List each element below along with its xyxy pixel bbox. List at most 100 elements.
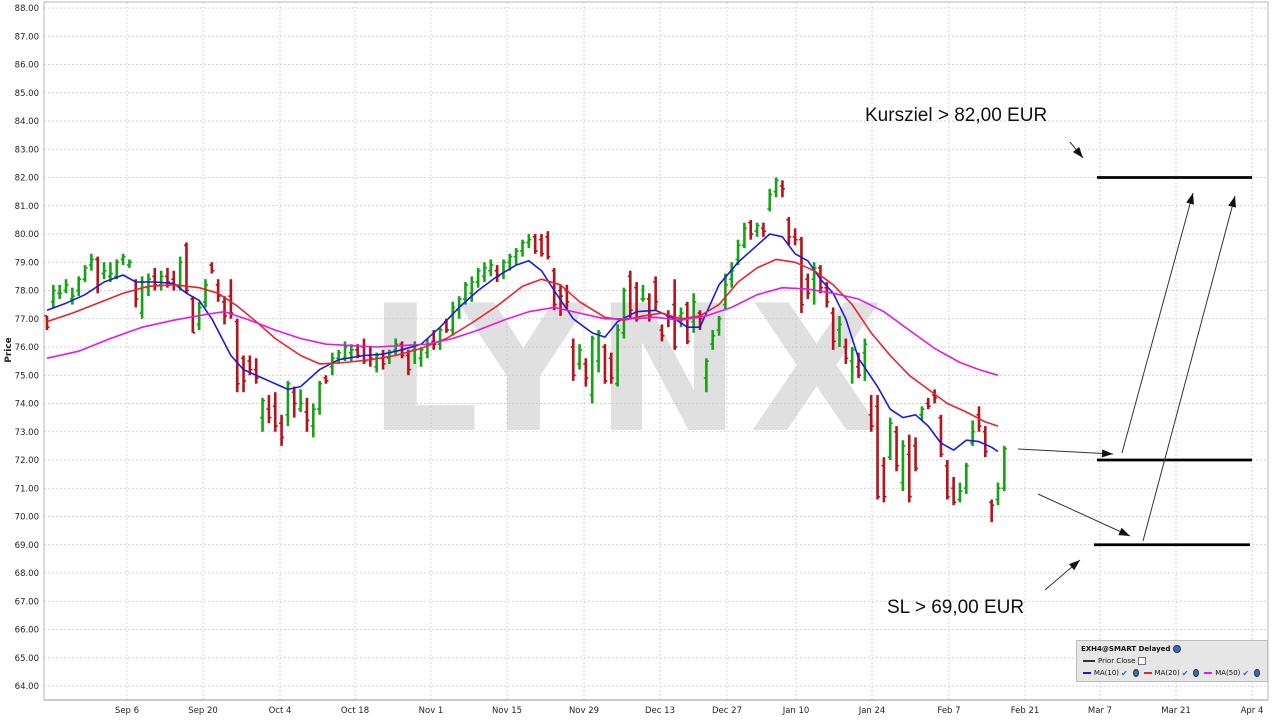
ohlc-bar (418, 347, 424, 367)
x-tick-label: Dec 27 (712, 706, 742, 716)
ohlc-bar (336, 349, 342, 364)
ohlc-bar (475, 267, 481, 288)
ohlc-bar (989, 499, 995, 523)
ohlc-bar (69, 287, 75, 305)
ohlc-bar (615, 324, 621, 387)
legend-title: EXH4@SMART Delayed (1081, 645, 1171, 653)
ohlc-bar (754, 222, 760, 237)
y-tick-label: 71.00 (15, 484, 39, 494)
x-tick-label: Mar 21 (1161, 706, 1191, 716)
stop-arrow (1044, 559, 1081, 591)
ohlc-bars (44, 177, 1007, 523)
y-tick-label: 88.00 (15, 4, 39, 14)
ohlc-bar (279, 414, 285, 446)
ohlc-bar (653, 276, 659, 311)
ohlc-bar (894, 426, 900, 472)
ohlc-bar (215, 279, 221, 302)
ohlc-bar (710, 330, 716, 350)
ohlc-bar (209, 262, 215, 274)
ma-line-ma20 (46, 258, 999, 427)
ohlc-bar (520, 239, 525, 257)
ma50-swatch (1204, 672, 1213, 674)
arrow-head (1186, 193, 1194, 205)
ohlc-bar (875, 395, 881, 500)
ohlc-bar (640, 284, 646, 302)
ohlc-bar (944, 460, 950, 500)
ohlc-bar (596, 330, 602, 373)
arrow-head (1228, 196, 1237, 208)
settings-icon[interactable] (1173, 645, 1182, 653)
ohlc-bar (608, 352, 614, 384)
ohlc-bar (393, 338, 399, 356)
ohlc-bar (716, 315, 722, 336)
ohlc-bar (951, 476, 957, 506)
ohlc-bar (735, 239, 741, 266)
ohlc-bar (703, 358, 709, 393)
ohlc-bar (241, 355, 247, 393)
ohlc-bar (691, 293, 697, 333)
y-axis-ticks: 88.00 87.00 86.00 85.00 84.00 83.00 82.00 81.00… (15, 4, 39, 692)
ohlc-bar (913, 437, 919, 472)
arrow-shaft (1037, 493, 1131, 537)
ohlc-bar (437, 327, 443, 350)
ohlc-bar (222, 296, 228, 325)
x-tick-label: Feb 7 (937, 706, 960, 716)
ohlc-bar (63, 279, 69, 294)
legend-ma20: MA(20) (1154, 669, 1180, 677)
ohlc-bar (684, 301, 690, 345)
ohlc-bar (887, 417, 893, 460)
y-tick-label: 78.00 (15, 287, 39, 297)
ma10-check-icon[interactable]: ✔ (1121, 668, 1128, 678)
ma50-check-icon[interactable]: ✔ (1242, 668, 1250, 678)
ohlc-bar (577, 344, 583, 370)
ohlc-bar (792, 228, 798, 246)
y-tick-label: 67.00 (15, 597, 39, 607)
ohlc-bar (843, 338, 849, 364)
ma20-settings-icon[interactable] (1193, 669, 1200, 677)
prior-close-checkbox[interactable] (1138, 657, 1147, 665)
ohlc-bar (932, 389, 938, 404)
prior-close-swatch (1083, 660, 1095, 662)
y-tick-label: 66.00 (15, 626, 39, 636)
ohlc-bar (253, 358, 259, 384)
ohlc-bar (957, 482, 963, 503)
ohlc-bar (773, 177, 779, 198)
ohlc-bar (741, 222, 747, 249)
ohlc-bar (488, 259, 494, 277)
ohlc-bar (310, 403, 316, 438)
stop-label: SL > 69,00 EUR (887, 597, 1024, 618)
y-tick-label: 82.00 (15, 174, 39, 184)
ohlc-bar (849, 347, 855, 384)
ohlc-bar (57, 284, 63, 299)
ma20-check-icon[interactable]: ✔ (1181, 668, 1189, 678)
y-tick-label: 79.00 (15, 258, 39, 268)
ohlc-bar (298, 389, 304, 412)
y-tick-label: 86.00 (15, 61, 39, 71)
ohlc-bar (906, 434, 912, 503)
ohlc-bar (450, 301, 456, 336)
arrow-shaft (1121, 192, 1194, 454)
y-tick-label: 77.00 (15, 315, 39, 325)
ohlc-bar (729, 262, 735, 288)
ma10-settings-icon[interactable] (1132, 669, 1139, 677)
x-tick-label: Apr 4 (1241, 706, 1264, 716)
ohlc-bar (374, 352, 380, 373)
up-arrow-1 (1121, 192, 1194, 454)
ohlc-bar (672, 279, 678, 350)
ohlc-bar (469, 276, 475, 302)
y-tick-label: 75.00 (15, 371, 39, 381)
y-tick-label: 87.00 (15, 32, 39, 42)
ohlc-bar (291, 386, 297, 418)
target-label: Kursziel > 82,00 EUR (865, 105, 1047, 126)
ma-line-ma50 (46, 286, 999, 377)
ohlc-bar (919, 406, 925, 421)
ohlc-bar (539, 234, 545, 257)
ohlc-bar (285, 380, 291, 427)
ohlc-bar (126, 259, 132, 268)
ma50-settings-icon[interactable] (1254, 669, 1261, 677)
x-axis-ticks: Sep 6 Sep 20 Oct 4 Oct 18 Nov 1 Nov 15 Nov 29 D… (115, 706, 1263, 716)
up-arrow-2 (1142, 195, 1237, 542)
ohlc-bar (317, 380, 323, 415)
x-tick-label: Jan 10 (782, 706, 810, 716)
x-tick-label: Sep 6 (115, 706, 139, 716)
